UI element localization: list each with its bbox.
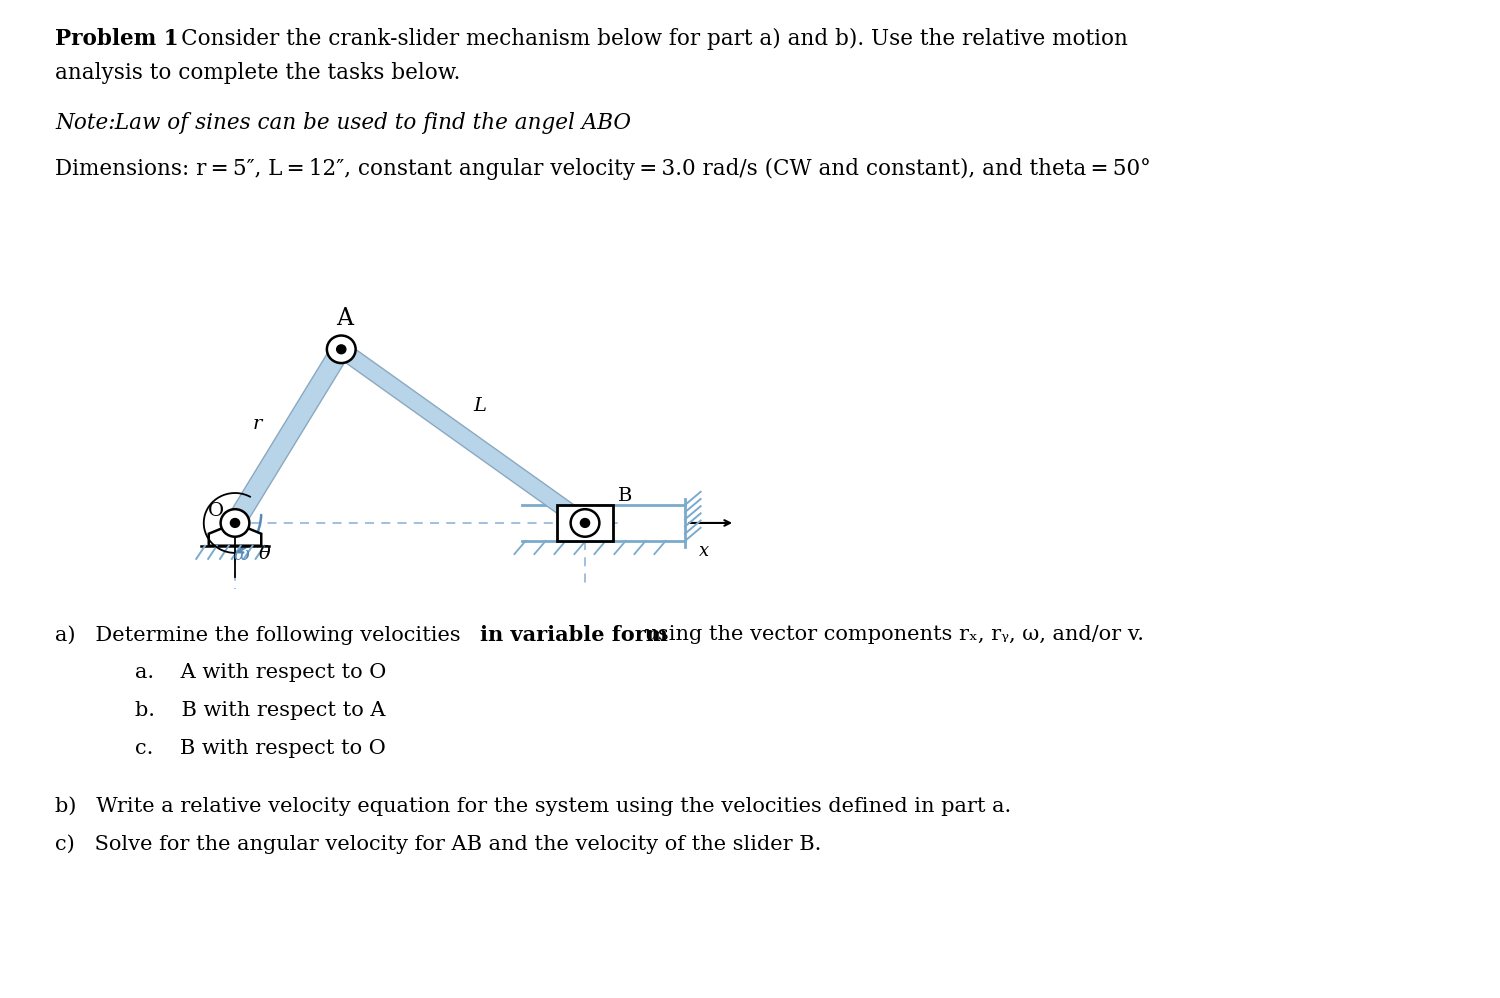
Circle shape [220,509,249,537]
Text: B: B [618,487,632,505]
Text: ω: ω [234,546,249,564]
Text: Note:: Note: [56,112,116,134]
Text: analysis to complete the tasks below.: analysis to complete the tasks below. [56,62,460,84]
Text: in variable form: in variable form [480,625,668,645]
Text: Problem 1: Problem 1 [56,28,178,50]
Circle shape [580,519,590,527]
Text: : Consider the crank-slider mechanism below for part a) and b). Use the relative: : Consider the crank-slider mechanism be… [166,28,1128,50]
Circle shape [327,335,356,363]
Text: x: x [699,542,709,560]
Text: θ: θ [260,545,272,563]
Polygon shape [209,523,261,546]
Text: b)   Write a relative velocity equation for the system using the velocities defi: b) Write a relative velocity equation fo… [56,796,1011,815]
Text: O: O [207,502,224,520]
Circle shape [231,519,240,527]
Text: A: A [336,307,352,330]
Text: c)   Solve for the angular velocity for AB and the velocity of the slider B.: c) Solve for the angular velocity for AB… [56,834,822,853]
Circle shape [570,509,600,537]
Text: Law of sines can be used to find the angel ABO: Law of sines can be used to find the ang… [108,112,632,134]
Circle shape [336,345,346,353]
Text: L: L [474,396,486,414]
Bar [556,505,614,541]
Text: b.    B with respect to A: b. B with respect to A [135,701,386,720]
Text: r: r [252,415,262,433]
Text: c.    B with respect to O: c. B with respect to O [135,739,386,758]
Text: using the vector components rₓ, rᵧ, ω, and/or v.: using the vector components rₓ, rᵧ, ω, a… [638,625,1144,644]
Text: a.    A with respect to O: a. A with respect to O [135,663,387,682]
Text: Dimensions: r = 5″, L = 12″, constant angular velocity = 3.0 rad/s (CW and const: Dimensions: r = 5″, L = 12″, constant an… [56,158,1150,180]
Text: a)   Determine the following velocities: a) Determine the following velocities [56,625,468,645]
